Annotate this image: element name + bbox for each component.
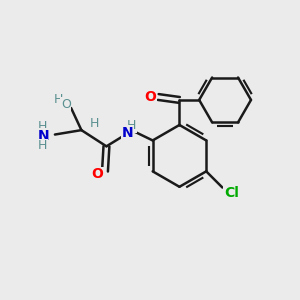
Text: N: N: [38, 129, 50, 143]
Text: O: O: [144, 90, 156, 104]
Text: H: H: [54, 93, 63, 106]
Text: H: H: [38, 120, 47, 133]
Text: O: O: [91, 167, 103, 181]
Text: O: O: [61, 98, 71, 111]
Text: H: H: [38, 139, 47, 152]
Text: N: N: [122, 126, 134, 140]
Text: H: H: [127, 119, 136, 132]
Text: Cl: Cl: [224, 186, 239, 200]
Text: H: H: [90, 117, 99, 130]
